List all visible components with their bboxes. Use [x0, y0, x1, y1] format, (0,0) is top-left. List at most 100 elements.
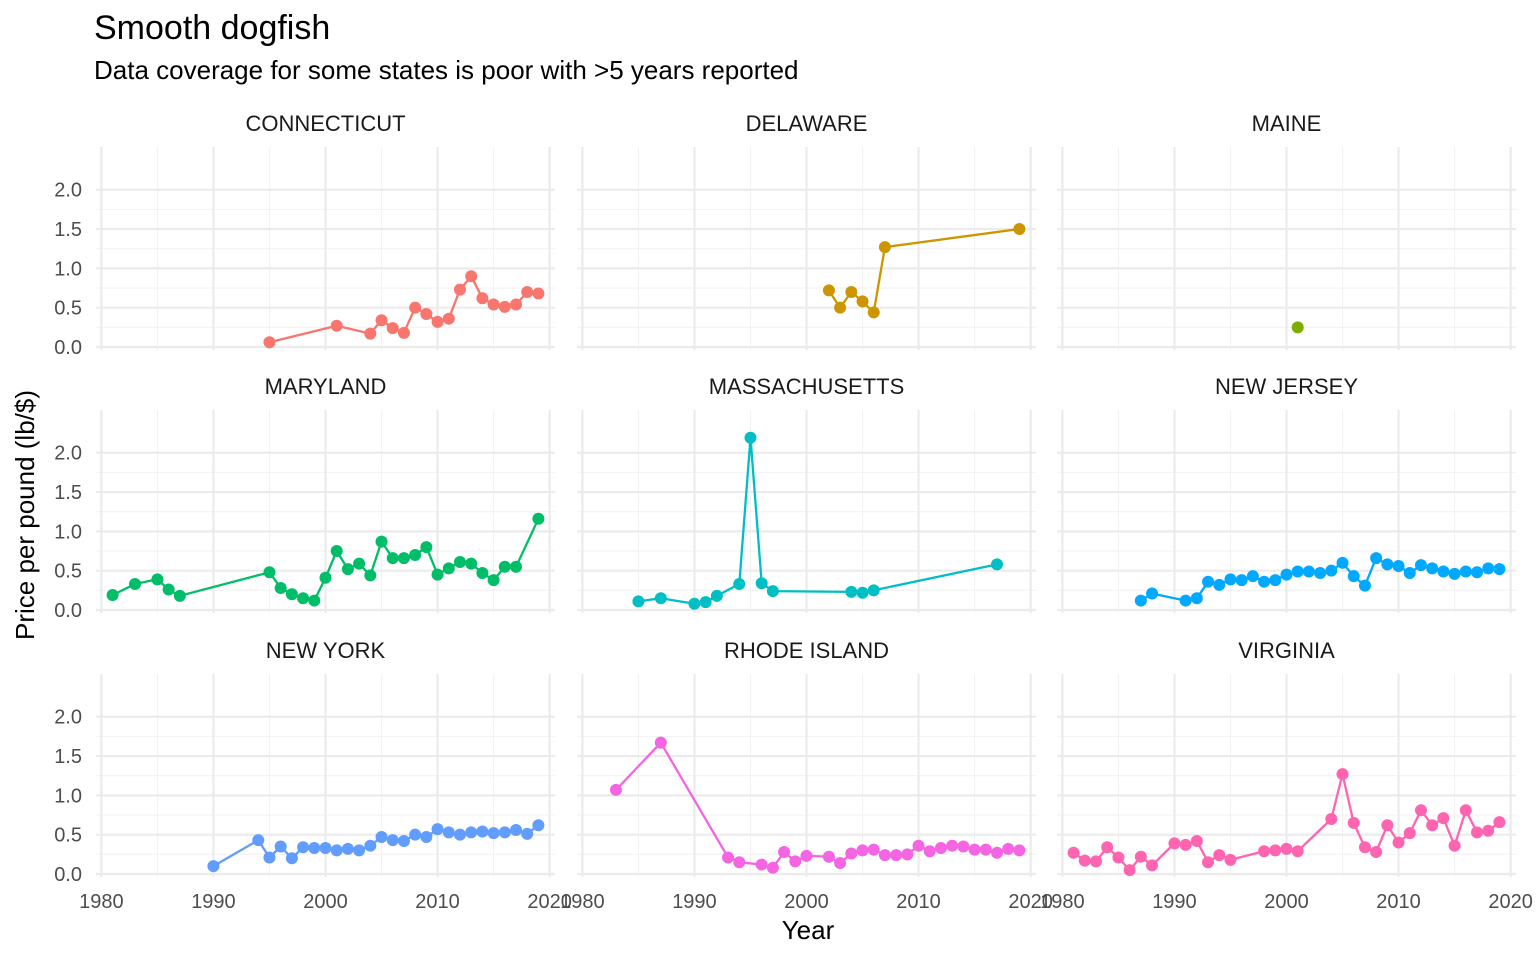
data-point: [991, 558, 1004, 571]
y-tick-label: 0.5: [54, 298, 82, 320]
data-point: [991, 846, 1004, 859]
data-point: [1381, 558, 1394, 571]
y-tick-label: 2.0: [54, 180, 82, 202]
data-point: [1414, 559, 1427, 572]
data-point: [498, 826, 511, 839]
data-point: [476, 825, 489, 838]
data-point: [207, 860, 220, 873]
data-point: [532, 512, 545, 525]
facet-strip-label: DELAWARE: [746, 111, 868, 136]
data-point: [1325, 812, 1338, 825]
y-tick-label: 0.5: [54, 561, 82, 583]
data-point: [1146, 859, 1159, 872]
data-point: [1258, 845, 1271, 858]
data-point: [979, 843, 992, 856]
data-point: [1448, 567, 1461, 580]
facet-strip-label: MARYLAND: [265, 374, 387, 399]
data-point: [510, 560, 523, 573]
facet-maryland: MARYLAND 0.0 0.5 1.0 1.5 2.0: [54, 374, 555, 622]
data-point: [1426, 562, 1439, 575]
data-point: [274, 581, 287, 594]
facet-connecticut: CONNECTICUT 0.0 0.5 1.0 1.5 2.0: [54, 111, 555, 359]
data-point: [1213, 578, 1226, 591]
data-point: [476, 292, 489, 305]
data-point: [386, 552, 399, 565]
data-point: [878, 849, 891, 862]
data-point: [1325, 564, 1338, 577]
data-point: [822, 284, 835, 297]
data-point: [1437, 812, 1450, 825]
data-point: [341, 563, 354, 576]
y-tick-label: 0.0: [54, 337, 82, 359]
data-point: [845, 285, 858, 298]
data-point: [252, 834, 265, 847]
y-tick-label: 0.5: [54, 825, 82, 847]
data-point: [397, 326, 410, 339]
data-point: [1471, 566, 1484, 579]
data-point: [263, 566, 276, 579]
data-point: [766, 861, 779, 874]
data-point: [1314, 567, 1327, 580]
data-point: [1258, 575, 1271, 588]
data-point: [386, 834, 399, 847]
data-point: [1134, 850, 1147, 863]
data-point: [710, 589, 723, 602]
data-point: [1336, 768, 1349, 781]
data-point: [1493, 563, 1506, 576]
data-point: [1471, 826, 1484, 839]
data-point: [688, 597, 701, 610]
facet-virginia: VIRGINIA 1980 1990 2000 2010 2020: [1040, 638, 1533, 913]
data-point: [106, 589, 119, 602]
x-tick-label: 2000: [784, 891, 829, 913]
data-point: [923, 845, 936, 858]
y-tick-label: 0.0: [54, 864, 82, 886]
data-point: [912, 839, 925, 852]
data-point: [901, 848, 914, 861]
data-point: [1403, 567, 1416, 580]
data-point: [1482, 562, 1495, 575]
y-tick-label: 1.0: [54, 521, 82, 543]
facet-strip-label: NEW JERSEY: [1215, 374, 1358, 399]
y-axis-title: Price per pound (lb/$): [10, 390, 40, 640]
data-point: [442, 312, 455, 325]
x-tick-label: 2000: [303, 891, 348, 913]
data-point: [1392, 836, 1405, 849]
data-point: [1190, 592, 1203, 605]
data-point: [364, 327, 377, 340]
data-point: [1459, 565, 1472, 578]
data-point: [845, 847, 858, 860]
x-axis-title: Year: [782, 915, 835, 945]
data-point: [1246, 570, 1259, 583]
data-point: [1358, 841, 1371, 854]
data-point: [297, 841, 310, 854]
data-point: [1414, 804, 1427, 817]
data-point: [1482, 824, 1495, 837]
data-point: [274, 840, 287, 853]
data-point: [487, 574, 500, 587]
data-point: [654, 592, 667, 605]
data-point: [1370, 552, 1383, 565]
y-tick-label: 1.0: [54, 785, 82, 807]
data-point: [442, 562, 455, 575]
data-point: [263, 336, 276, 349]
data-point: [465, 270, 478, 283]
data-point: [822, 850, 835, 863]
data-point: [654, 736, 667, 749]
data-point: [420, 831, 433, 844]
data-point: [375, 535, 388, 548]
x-tick-label: 2000: [1264, 891, 1309, 913]
data-point: [934, 842, 947, 855]
data-point: [800, 849, 813, 862]
data-point: [1179, 594, 1192, 607]
data-point: [755, 577, 768, 590]
data-point: [1302, 565, 1315, 578]
data-point: [308, 594, 321, 607]
data-point: [521, 827, 534, 840]
data-point: [532, 819, 545, 832]
data-point: [319, 842, 332, 855]
data-point: [532, 287, 545, 300]
y-tick-label: 1.5: [54, 219, 82, 241]
data-point: [609, 783, 622, 796]
data-point: [1459, 804, 1472, 817]
